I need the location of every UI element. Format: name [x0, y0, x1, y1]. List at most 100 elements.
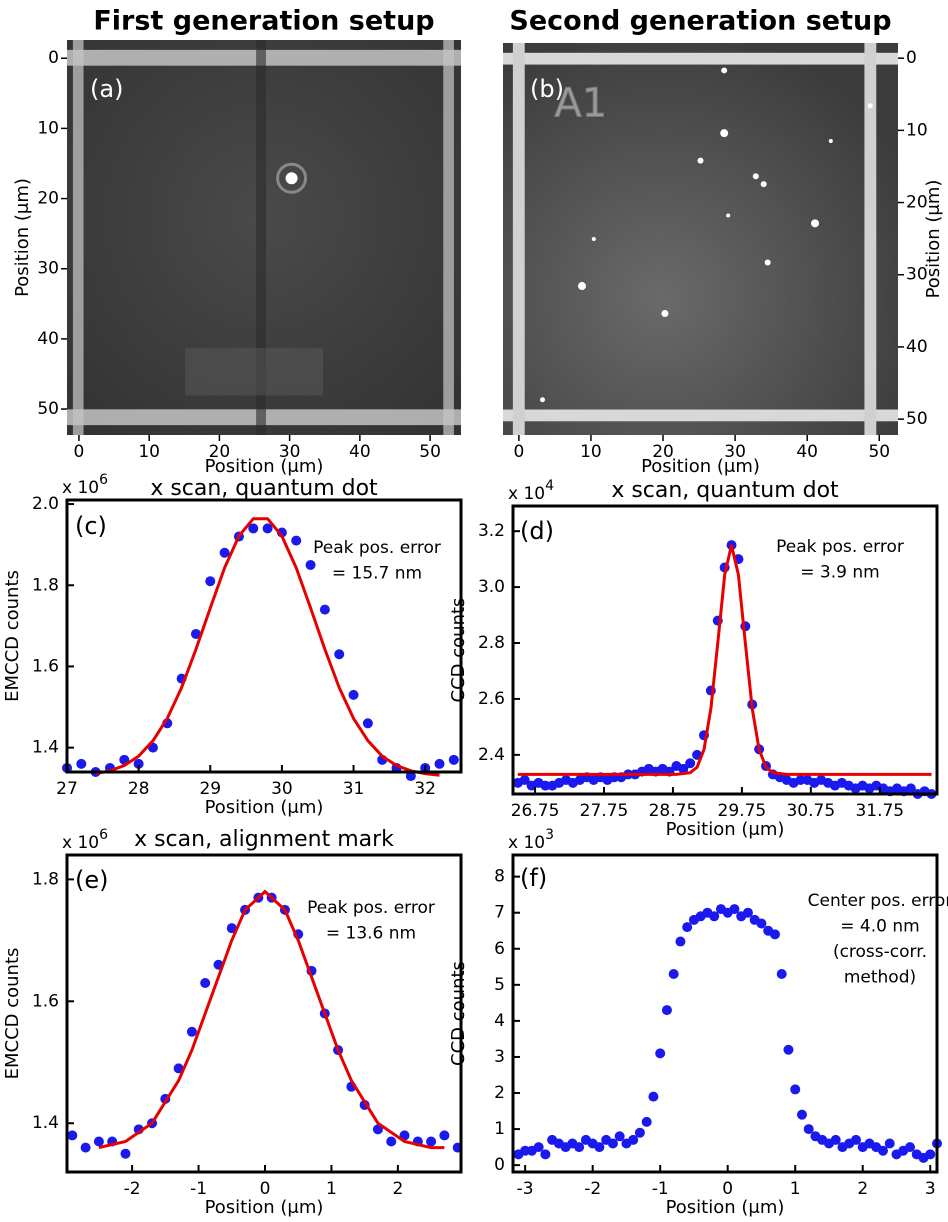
data-point	[790, 1084, 801, 1095]
frame-gap	[256, 40, 266, 435]
data-point	[76, 758, 87, 769]
x-axis-label: Position (μm)	[641, 456, 760, 477]
panel-label: (b)	[530, 75, 564, 103]
data-point	[262, 523, 273, 534]
data-point	[205, 576, 216, 587]
data-point	[678, 763, 689, 774]
x-tick-label: 10	[138, 442, 160, 462]
data-point	[803, 1124, 814, 1135]
plot-frame	[511, 504, 939, 796]
y-tick-label: 4	[494, 1011, 505, 1031]
panel: -3 -2 -1 0 1 2 3 0 1 2 3 4 5 6 7 8 Position (μm) CCD coun…	[448, 827, 948, 1218]
spot	[591, 237, 596, 241]
x-tick-label: -2	[584, 1179, 601, 1199]
y-tick-label: 50	[906, 409, 928, 429]
data-point	[877, 1145, 888, 1156]
y-tick-label: 20	[37, 189, 59, 209]
data-point	[769, 929, 780, 940]
data-point	[850, 1134, 861, 1145]
y-tick-label: 50	[37, 399, 59, 419]
panel-label: (f)	[520, 864, 547, 892]
spot	[811, 219, 820, 228]
spot	[720, 129, 729, 138]
multiplier-exponent: 3	[545, 827, 554, 843]
x-tick-label: 40	[796, 442, 818, 462]
spot	[752, 173, 759, 180]
chart-title: x scan, quantum dot	[150, 476, 378, 501]
annotation: = 13.6 nm	[326, 924, 416, 944]
spot	[764, 259, 771, 266]
x-tick-label: 26.75	[511, 801, 560, 821]
data-point	[133, 758, 144, 769]
x-tick-label: 32	[414, 779, 436, 799]
data-point	[186, 1026, 197, 1037]
data-point	[334, 649, 345, 660]
frame-bar	[864, 43, 877, 435]
x-axis-label: Position (μm)	[666, 1197, 785, 1218]
data-point	[795, 775, 806, 786]
frame-bar	[503, 409, 898, 422]
x-tick-label: 30	[724, 442, 746, 462]
spot	[721, 67, 728, 74]
x-tick-label: 31.75	[855, 801, 904, 821]
y-tick-label: 3	[494, 1047, 505, 1067]
y-tick-label: 1.4	[32, 1113, 59, 1133]
data-point	[67, 1130, 78, 1141]
panel-label: (c)	[75, 512, 107, 540]
data-point	[519, 775, 530, 786]
panel-label: (d)	[520, 517, 554, 545]
y-tick-label: 1.4	[32, 738, 59, 758]
x-tick-label: 31	[343, 779, 365, 799]
annotation: = 4.0 nm	[840, 917, 919, 937]
data-point	[426, 1136, 437, 1147]
annotation: = 15.7 nm	[332, 564, 422, 584]
y-tick-label: 1.6	[32, 656, 59, 676]
spot	[726, 213, 731, 218]
y-axis-label: CCD counts	[448, 598, 469, 703]
data-point	[628, 1134, 639, 1145]
y-tick-label: 3.0	[478, 577, 505, 597]
data-point	[120, 1148, 131, 1159]
data-point	[796, 1109, 807, 1120]
x-tick-label: 20	[652, 442, 674, 462]
multiplier-base: x 10	[508, 833, 545, 853]
x-tick-label: 2	[857, 1179, 868, 1199]
data-point	[372, 1124, 383, 1135]
chart-title: x scan, alignment mark	[134, 827, 394, 852]
data-point	[655, 1048, 666, 1059]
x-tick-label: -1	[190, 1179, 207, 1199]
annotation: Peak pos. error	[313, 538, 441, 558]
data-point	[173, 1063, 184, 1074]
x-tick-label: 50	[419, 442, 441, 462]
data-point	[405, 771, 416, 782]
data-point	[93, 1136, 104, 1147]
x-axis-label: Position (μm)	[205, 1197, 324, 1218]
y-multiplier: x 106	[62, 472, 108, 498]
data-point	[386, 1136, 397, 1147]
data-point	[709, 911, 720, 922]
y-tick-label: 0	[48, 48, 59, 68]
y-axis-label: EMCCD counts	[2, 570, 23, 702]
fit-line	[517, 544, 932, 776]
data-point	[219, 547, 230, 558]
y-tick-label: 0	[906, 48, 917, 68]
data-point	[291, 535, 302, 546]
x-tick-label: -1	[652, 1179, 669, 1199]
annotation: Peak pos. error	[776, 537, 904, 557]
panel: 27 28 29 30 31 32 1.4 1.6 1.8 2.0 x scan, quantum …	[2, 472, 463, 818]
x-tick-label: 30	[271, 779, 293, 799]
spot	[828, 139, 833, 143]
panel: A1 0 10 20 30 40 50 0 10 20 30 40 50 Second generatio…	[503, 6, 944, 477]
data-point	[190, 628, 201, 639]
chart-title: Second generation setup	[509, 6, 891, 37]
data-point	[675, 936, 686, 947]
data-point	[540, 1149, 551, 1160]
data-point	[668, 969, 679, 980]
x-tick-label: 0	[74, 442, 85, 462]
chart-title: First generation setup	[93, 6, 434, 37]
multiplier-base: x 10	[62, 478, 99, 498]
y-tick-label: 6	[494, 939, 505, 959]
x-tick-label: 3	[925, 1179, 936, 1199]
x-tick-label: 0	[260, 1179, 271, 1199]
x-tick-label: -3	[517, 1179, 534, 1199]
